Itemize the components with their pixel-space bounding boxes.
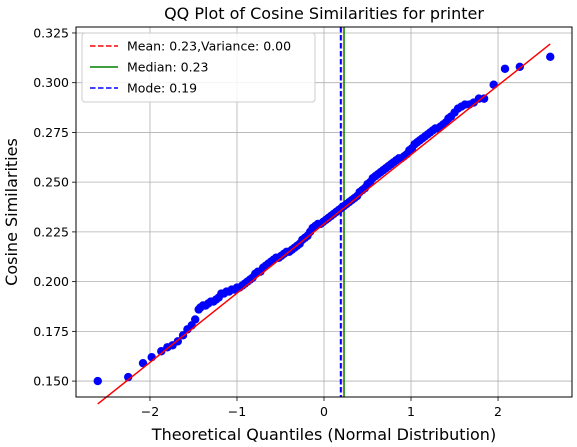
data-point: [489, 80, 498, 89]
x-tick-label: 1: [407, 404, 415, 419]
y-tick-label: 0.300: [33, 75, 69, 90]
fit-line: [97, 43, 551, 405]
y-axis-ticks: 0.150 0.175 0.200 0.225 0.250 0.275 0.300 0.325: [33, 25, 76, 389]
y-tick-label: 0.250: [33, 175, 69, 190]
x-tick-label: −1: [228, 404, 246, 419]
fit-line-group: [97, 43, 551, 405]
chart-title: QQ Plot of Cosine Similarities for print…: [164, 4, 484, 23]
x-tick-label: −2: [141, 404, 159, 419]
data-point: [138, 358, 148, 368]
data-point: [93, 376, 102, 386]
y-tick-label: 0.325: [33, 25, 69, 40]
data-point: [191, 315, 200, 324]
data-point: [479, 94, 489, 103]
legend-label-mode: Mode: 0.19: [127, 81, 197, 96]
y-tick-label: 0.175: [33, 324, 69, 339]
x-axis-ticks: −2 −1 0 1 2: [141, 397, 502, 419]
y-axis-label: Cosine Similarities: [2, 138, 21, 286]
data-points: [93, 52, 555, 386]
legend-label-mean: Mean: 0.23,Variance: 0.00: [127, 39, 291, 54]
grid-lines: [76, 27, 572, 397]
legend: Mean: 0.23,Variance: 0.00 Median: 0.23 M…: [81, 32, 316, 103]
y-tick-label: 0.200: [33, 274, 69, 289]
data-point: [124, 372, 133, 382]
data-point: [157, 347, 166, 356]
data-point: [500, 64, 510, 73]
x-axis-label: Theoretical Quantiles (Normal Distributi…: [151, 425, 496, 444]
x-tick-label: 2: [494, 404, 502, 419]
y-tick-label: 0.275: [33, 125, 69, 140]
legend-box: [81, 32, 316, 103]
y-tick-label: 0.225: [33, 224, 69, 239]
data-point: [546, 52, 555, 62]
x-tick-label: 0: [320, 404, 328, 419]
y-tick-label: 0.150: [33, 374, 69, 389]
legend-label-median: Median: 0.23: [127, 60, 208, 75]
